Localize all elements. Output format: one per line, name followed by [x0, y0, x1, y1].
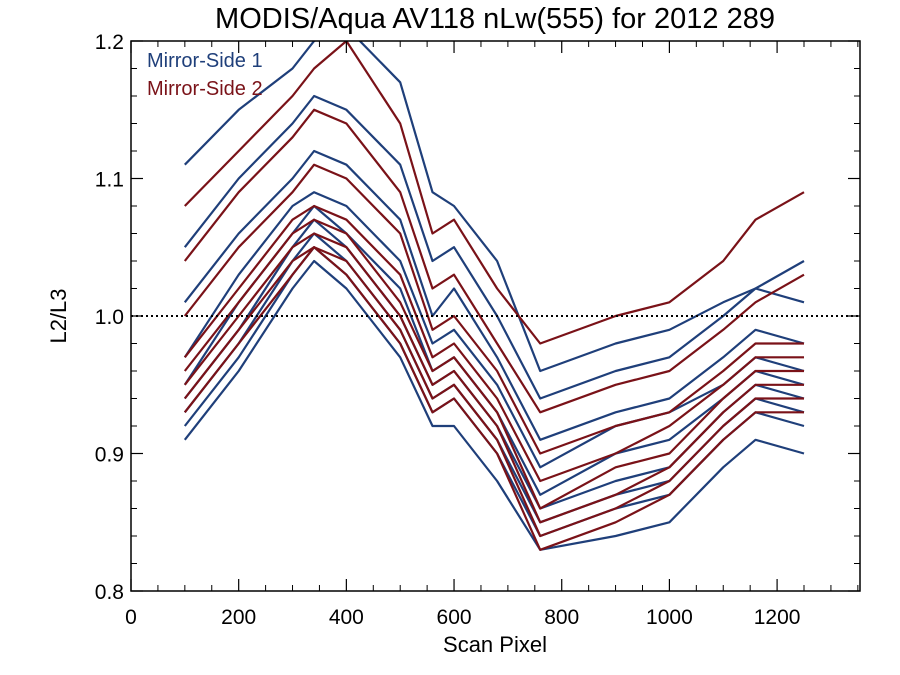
- series-line: [183, 108, 805, 414]
- plot-frame: [130, 40, 861, 592]
- x-tick-label: 1200: [754, 606, 801, 629]
- series-line: [183, 218, 804, 510]
- y-tick-label: 0.8: [95, 581, 124, 604]
- legend-entry: Mirror-Side 1: [147, 50, 263, 72]
- x-axis-label: Scan Pixel: [443, 632, 547, 657]
- y-tick-label: 1.1: [95, 169, 124, 192]
- series-layer: [183, 41, 805, 551]
- series-line: [184, 41, 805, 345]
- x-tick-label: 0: [125, 606, 137, 629]
- series-line: [183, 191, 805, 469]
- x-tick-label: 400: [329, 606, 364, 629]
- series-line: [183, 259, 805, 551]
- x-tick-label: 800: [544, 606, 579, 629]
- x-tick-label: 1000: [646, 606, 693, 629]
- x-tick-label: 600: [437, 606, 472, 629]
- series-line: [183, 218, 805, 510]
- series-line: [183, 246, 804, 551]
- x-tick-label: 200: [221, 606, 256, 629]
- y-tick-label: 0.9: [95, 444, 124, 467]
- y-axis-label: L2/L3: [46, 288, 71, 343]
- series-line: [183, 246, 804, 538]
- series-line: [183, 94, 805, 400]
- legend: Mirror-Side 1 Mirror-Side 2: [147, 50, 263, 100]
- series-line: [183, 163, 804, 455]
- series-line: [183, 204, 804, 483]
- y-tick-label: 1.2: [95, 31, 124, 54]
- y-tick-label: 1.0: [95, 306, 124, 329]
- series-line: [184, 41, 805, 373]
- series-line: [183, 149, 805, 441]
- series-line: [183, 232, 804, 524]
- axes-layer: 0 200 400 600 800 1000 1200 0.8 0.9 1.0 1.1 1.2: [95, 31, 861, 629]
- legend-entry: Mirror-Side 2: [147, 78, 263, 100]
- chart-title: MODIS/Aqua AV118 nLw(555) for 2012 289: [215, 3, 775, 35]
